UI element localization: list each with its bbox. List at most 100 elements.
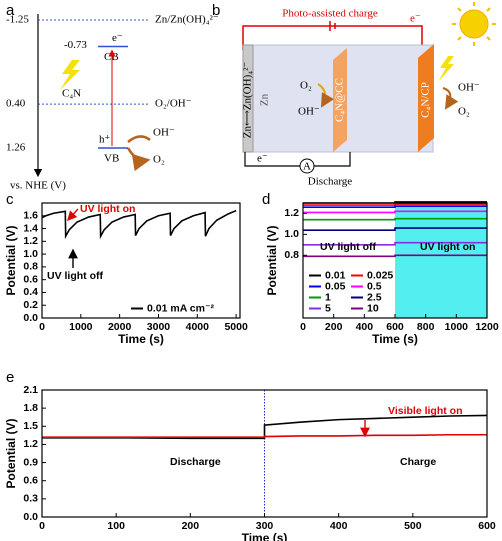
y-tick-label: 0.0 xyxy=(23,312,38,324)
x-tick-label: 0 xyxy=(39,321,45,333)
y-tick-label: 1.8 xyxy=(23,402,38,414)
x-axis-title: Time (s) xyxy=(372,332,418,346)
annotation: Discharge xyxy=(170,456,221,468)
middle-electrode-label: C₄N@CC xyxy=(334,78,346,122)
x-tick-label: 600 xyxy=(386,321,404,333)
x-tick-label: 400 xyxy=(330,520,348,532)
ammeter xyxy=(299,158,315,174)
y-tick-label: 0.8 xyxy=(23,261,38,273)
y-tick-label: 1.5 xyxy=(23,420,38,432)
annotation: UV light on xyxy=(80,203,135,215)
plot-frame xyxy=(41,389,488,518)
series-line xyxy=(42,433,487,438)
y-tick-label: 0.4 xyxy=(23,286,38,298)
y-tick-label: 1.2 xyxy=(284,207,299,219)
legend-label: 0.5 xyxy=(367,280,382,292)
annotation: Charge xyxy=(400,456,436,468)
product: O₂ xyxy=(153,154,165,166)
x-tick-label: 800 xyxy=(417,321,435,333)
legend-label: 10 xyxy=(367,302,379,314)
redox-label: O₂/OH⁻ xyxy=(155,98,192,110)
y-axis-title: Potential (V) xyxy=(4,225,18,295)
lightning-icon xyxy=(60,60,80,90)
anode-reaction: Zn⟷Zn(OH)₄²⁻ xyxy=(242,62,254,139)
legend-label: 0.01 xyxy=(325,269,346,281)
band-label: VB xyxy=(104,153,119,165)
electron-label: e⁻ xyxy=(410,13,421,25)
legend-label: 5 xyxy=(325,302,331,314)
material-label: C₄N xyxy=(62,88,81,100)
energy-diagram: vs. NHE (V) C₄N OH⁻ O₂ xyxy=(10,14,175,192)
x-axis-title: Time (s) xyxy=(242,531,288,541)
y-axis-title: Potential (V) xyxy=(265,225,279,295)
panel-label: a xyxy=(6,2,15,19)
x-tick-label: 200 xyxy=(182,520,200,532)
zn-electrode xyxy=(242,44,254,153)
redox-label: Zn/Zn(OH)₄²⁻ xyxy=(155,14,219,26)
lightning-icon xyxy=(438,56,454,82)
x-tick-label: 400 xyxy=(356,321,374,333)
chart: 0 100 200 300 400 500 600 0.0 0.3 0.6 0.9 1.2 1.5 1.8… xyxy=(4,384,496,541)
x-tick-label: 300 xyxy=(256,520,274,532)
discharge-wire xyxy=(244,152,300,167)
x-tick-label: 500 xyxy=(404,520,422,532)
band-label: CB xyxy=(104,51,119,63)
legend-label: 0.01 mA cm⁻² xyxy=(147,302,215,314)
reactant: OH⁻ xyxy=(458,82,480,94)
legend-label: 0.05 xyxy=(325,280,346,292)
series-line xyxy=(303,241,487,246)
y-tick-label: 0.9 xyxy=(23,456,38,468)
x-tick-label: 0 xyxy=(300,321,306,333)
sun-icon xyxy=(452,2,496,46)
x-tick-label: 100 xyxy=(107,520,125,532)
panel-label: b xyxy=(212,2,220,19)
y-tick-label: 1.6 xyxy=(23,210,38,222)
y-tick-label: 0.6 xyxy=(23,273,38,285)
y-tick-label: 2.1 xyxy=(23,384,38,396)
plot-frame xyxy=(302,202,488,319)
carrier-label: e⁻ xyxy=(112,32,123,44)
y-tick-label: 0.3 xyxy=(23,493,38,505)
level-value: 0.40 xyxy=(6,98,26,110)
anode-label: Zn xyxy=(259,93,271,106)
y-tick-label: 1.0 xyxy=(284,228,299,240)
chart: 0 1000 2000 3000 4000 50000.00.20.40.60.81.01… xyxy=(4,202,248,346)
series-line xyxy=(303,203,487,206)
electron-label: e⁻ xyxy=(257,153,268,165)
reaction-arrow xyxy=(317,83,335,108)
x-tick-label: 1000 xyxy=(69,321,93,333)
y-tick-label: 0.6 xyxy=(23,474,38,486)
y-tick-label: 0.2 xyxy=(23,299,38,311)
carrier-label: h⁺ xyxy=(99,134,111,146)
y-tick-label: 0.8 xyxy=(284,249,299,261)
x-axis-title: Time (s) xyxy=(118,332,164,346)
x-tick-label: 4000 xyxy=(186,321,210,333)
shaded-region xyxy=(395,203,487,318)
discharge-wire xyxy=(314,152,351,167)
plot-frame xyxy=(41,202,241,319)
y-tick-label: 1.0 xyxy=(23,248,38,260)
x-tick-label: 0 xyxy=(39,520,45,532)
discharge-label: Discharge xyxy=(308,176,353,188)
reaction-arrow xyxy=(126,147,151,172)
legend-label: 2.5 xyxy=(367,291,382,303)
axis-label: vs. NHE (V) xyxy=(10,180,66,192)
series-line xyxy=(303,254,487,258)
series-line xyxy=(303,227,487,231)
annotation: Visible light on xyxy=(388,405,462,417)
ammeter-label: A xyxy=(303,161,311,173)
reactant: OH⁻ xyxy=(153,127,175,139)
photo-electrode-label: C₄N/CP xyxy=(420,82,432,118)
panel-label: e xyxy=(6,369,14,386)
y-axis-title: Potential (V) xyxy=(4,418,18,488)
annotation: UV light on xyxy=(420,241,475,253)
x-tick-label: 200 xyxy=(325,321,343,333)
series-line xyxy=(303,217,487,221)
x-tick-label: 2000 xyxy=(108,321,132,333)
legend-label: 1 xyxy=(325,291,331,303)
middle-electrode xyxy=(333,48,347,152)
x-tick-label: 5000 xyxy=(224,321,248,333)
series-line xyxy=(303,210,487,214)
level-value: 1.26 xyxy=(6,142,26,154)
